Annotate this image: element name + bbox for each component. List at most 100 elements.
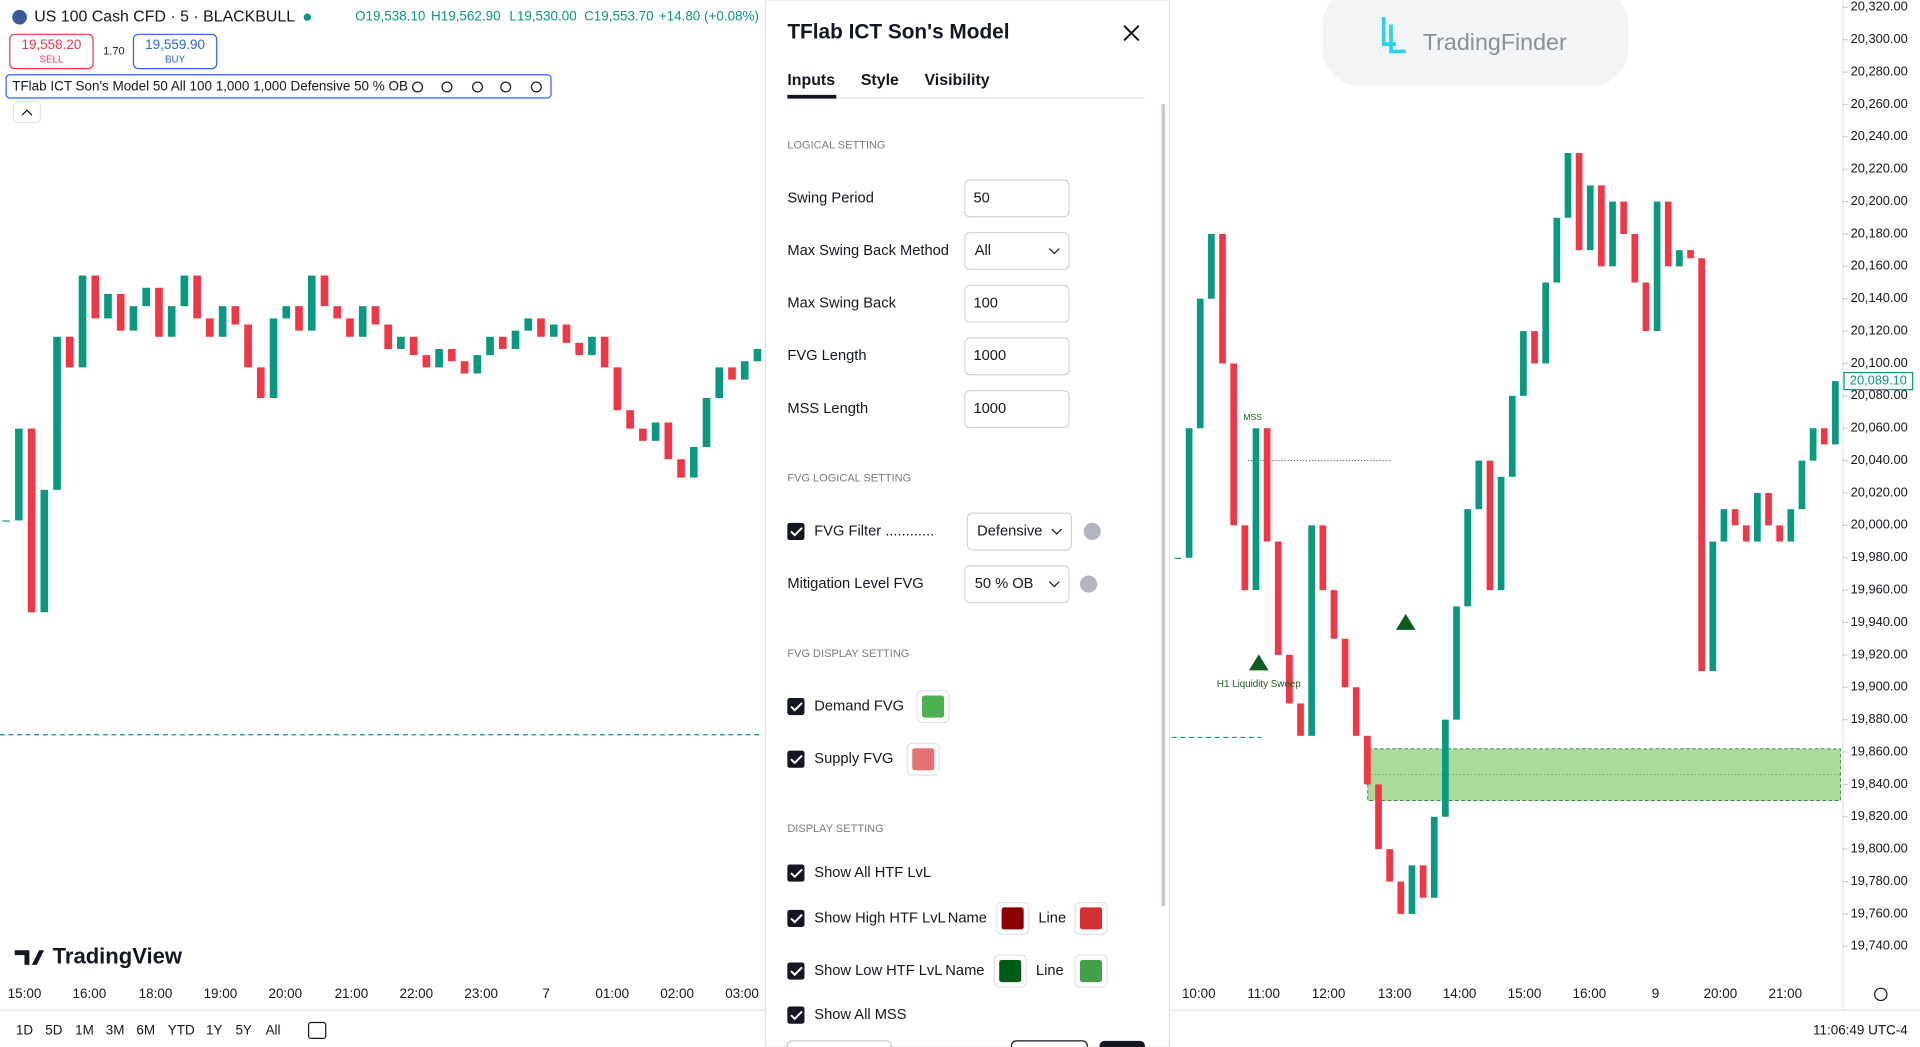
range-button[interactable]: All <box>266 1023 281 1038</box>
input-box[interactable] <box>964 284 1070 323</box>
legend-icon[interactable] <box>530 81 542 93</box>
tab[interactable]: Inputs <box>787 72 835 89</box>
candle <box>206 318 214 337</box>
range-button[interactable]: 5D <box>45 1023 62 1038</box>
collapse-button[interactable] <box>12 101 42 124</box>
candle <box>435 349 443 368</box>
candle <box>282 306 291 319</box>
ok-button[interactable] <box>1099 1040 1145 1047</box>
range-button[interactable]: YTD <box>168 1023 195 1038</box>
candle <box>1341 638 1349 688</box>
legend-icon[interactable] <box>441 81 453 93</box>
candle <box>27 428 36 613</box>
checkbox[interactable] <box>787 962 805 980</box>
price-label: 20,020.00 <box>1851 484 1908 499</box>
candle <box>1609 201 1616 267</box>
candle <box>1486 460 1494 591</box>
candle <box>1230 363 1238 526</box>
candle <box>1709 541 1717 672</box>
range-button[interactable]: 6M <box>136 1023 155 1038</box>
range-button[interactable]: 3M <box>106 1023 125 1038</box>
time-label: 15:00 <box>8 986 42 1001</box>
candle <box>1776 525 1784 542</box>
candle <box>1598 185 1605 267</box>
buy-label: BUY <box>165 55 186 66</box>
close-button[interactable] <box>1123 25 1140 42</box>
candle <box>1419 865 1427 898</box>
candle <box>397 336 405 350</box>
select-box[interactable] <box>964 232 1070 271</box>
candle <box>524 318 533 331</box>
input-value: 50 <box>973 190 989 206</box>
info-icon[interactable] <box>1080 575 1098 593</box>
price-label: 19,840.00 <box>1851 776 1908 791</box>
candle <box>104 293 112 319</box>
info-icon[interactable] <box>1083 522 1101 541</box>
candle <box>346 318 354 337</box>
current-price-label: 20,089.10 <box>1850 373 1907 388</box>
select-box[interactable] <box>964 565 1070 604</box>
range-button[interactable]: 1D <box>16 1023 33 1038</box>
candle <box>320 275 329 307</box>
field-label: FVG Filter ............ <box>814 523 934 539</box>
candle <box>626 410 634 429</box>
input-box[interactable] <box>964 337 1070 376</box>
candle <box>498 336 507 350</box>
checkbox[interactable] <box>787 1006 805 1024</box>
candle <box>1664 201 1672 267</box>
candle <box>1319 525 1327 591</box>
settings-dialog: TFlab ICT Son's Model Inputs Style Visibil… <box>764 0 1170 1047</box>
candle <box>256 367 265 398</box>
range-button[interactable]: 5Y <box>235 1023 251 1038</box>
range-button[interactable]: 1M <box>75 1023 94 1038</box>
sell-button[interactable] <box>9 33 94 70</box>
candle <box>40 489 49 613</box>
candle <box>448 349 456 362</box>
candle <box>307 275 316 331</box>
calendar-icon[interactable] <box>307 1021 327 1040</box>
candle <box>129 306 138 331</box>
input-box[interactable] <box>964 179 1070 218</box>
settings-icon[interactable] <box>1874 987 1888 1002</box>
tab[interactable]: Style <box>861 72 899 89</box>
candle <box>664 422 673 460</box>
checkbox[interactable] <box>787 864 805 882</box>
section-heading: LOGICAL SETTING <box>787 140 885 152</box>
ohlc-value: O19,538.10 <box>355 9 425 24</box>
buy-button[interactable] <box>132 33 218 70</box>
candle <box>537 318 545 337</box>
tradingfinder-icon <box>1381 17 1406 54</box>
time-label: 20:00 <box>268 986 302 1001</box>
checkbox[interactable] <box>787 697 805 716</box>
time-label: 11:00 <box>1247 986 1280 1001</box>
legend-icon[interactable] <box>412 81 424 93</box>
checkbox[interactable] <box>787 750 805 768</box>
price-label: 20,320.00 <box>1851 0 1908 14</box>
dialog-title: TFlab ICT Son's Model <box>787 21 1009 44</box>
candle <box>1542 282 1550 364</box>
legend-icon[interactable] <box>500 81 512 93</box>
time-label: 16:00 <box>1573 986 1607 1001</box>
color-fill <box>912 748 935 771</box>
candle <box>1809 428 1817 461</box>
time-label: 7 <box>542 986 549 1001</box>
checkbox[interactable] <box>787 909 805 927</box>
range-button[interactable]: 1Y <box>206 1023 222 1038</box>
checkbox[interactable] <box>787 522 805 541</box>
candle <box>651 422 660 441</box>
legend-icon[interactable] <box>472 81 484 93</box>
checkmark <box>790 754 803 765</box>
cancel-button[interactable] <box>1010 1040 1088 1047</box>
field-label: Mitigation Level FVG <box>787 576 923 592</box>
candle <box>1453 606 1460 720</box>
candle <box>600 336 609 368</box>
spread: 1.70 <box>103 45 124 57</box>
select-box[interactable] <box>966 512 1073 551</box>
candle <box>422 355 431 368</box>
checkmark <box>790 527 803 537</box>
tab[interactable]: Visibility <box>924 72 989 89</box>
defaults-button[interactable] <box>786 1040 893 1047</box>
input-box[interactable] <box>964 390 1070 428</box>
time-label: 13:00 <box>1378 986 1412 1001</box>
